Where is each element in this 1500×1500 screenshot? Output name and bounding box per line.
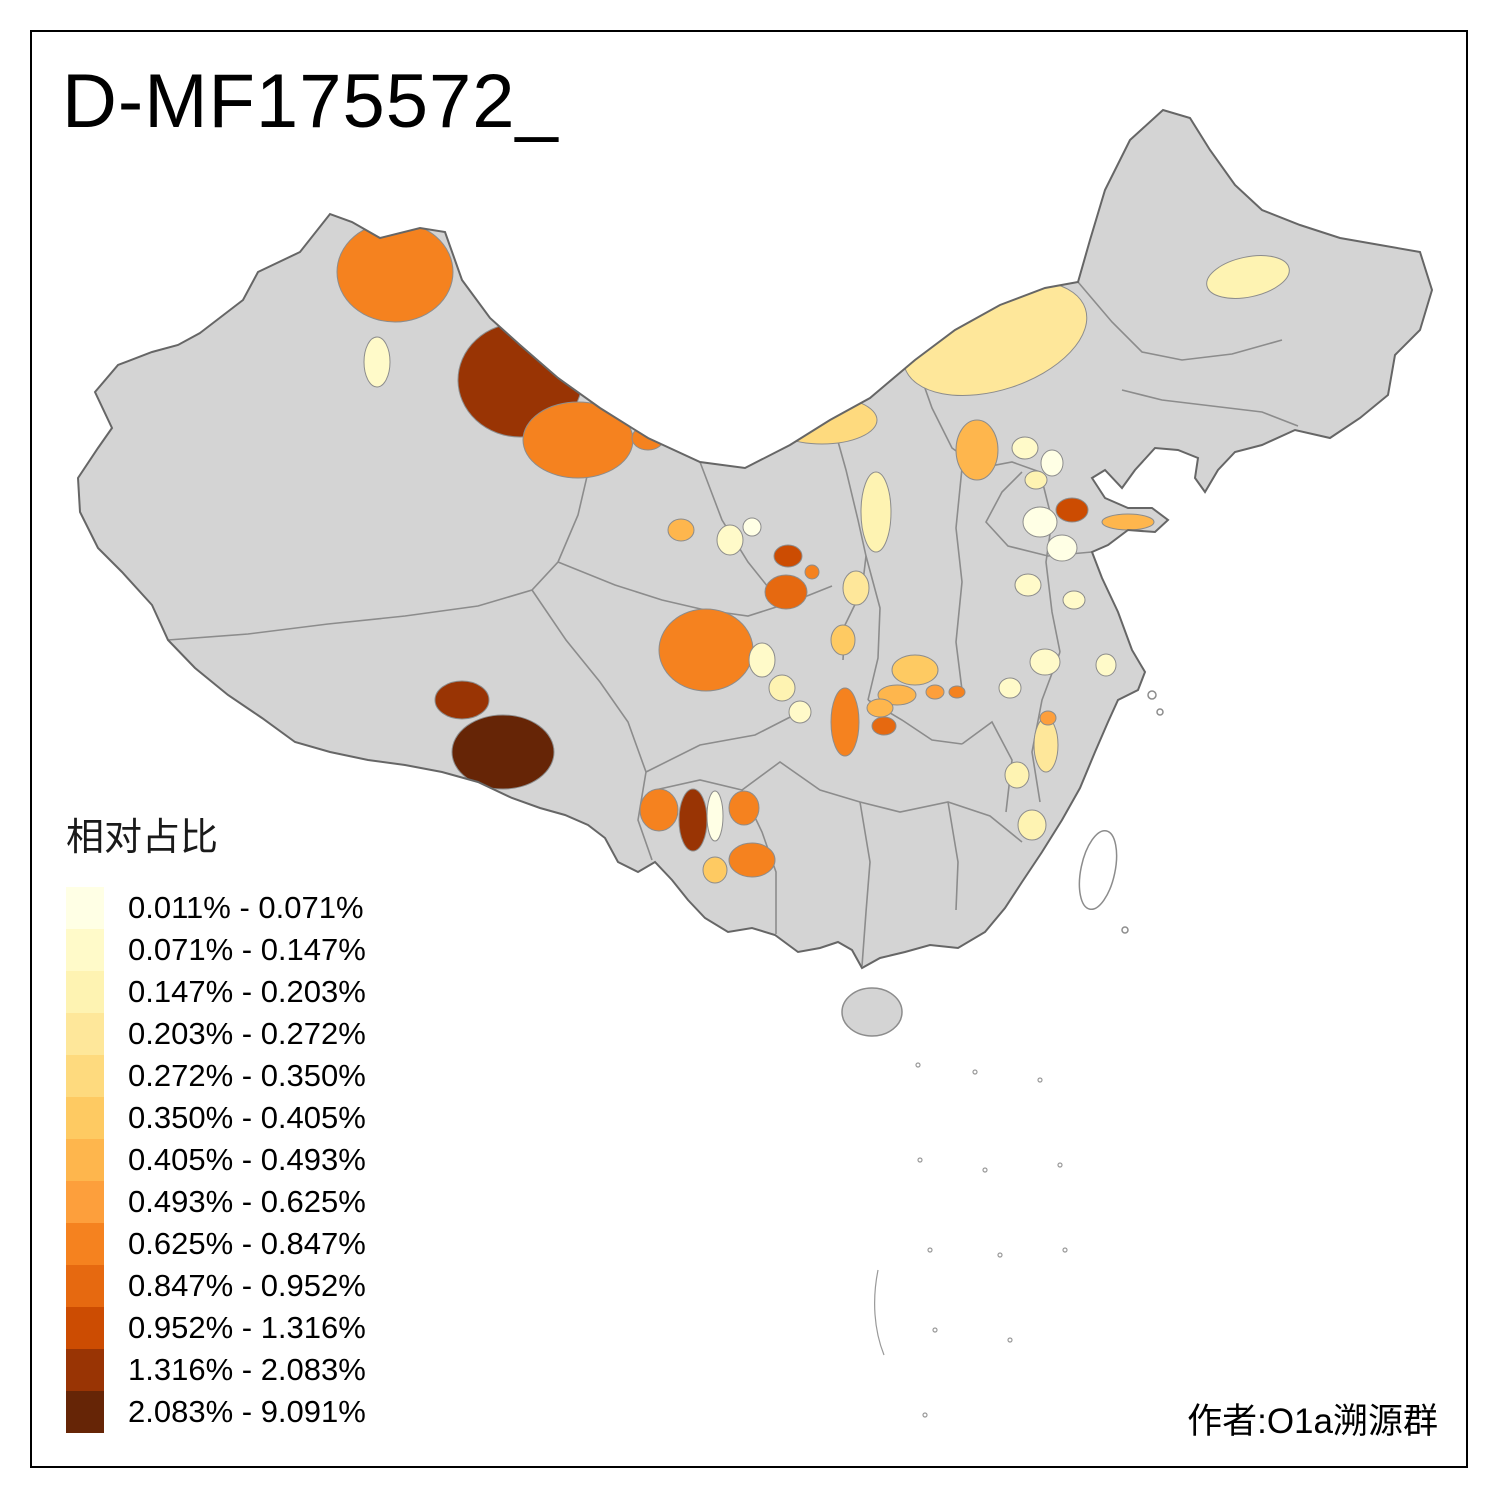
map-region [706, 790, 724, 842]
map-region [1014, 573, 1042, 597]
legend-label: 0.405% - 0.493% [128, 1142, 366, 1177]
map-region [866, 698, 894, 718]
legend-label: 2.083% - 9.091% [128, 1394, 366, 1429]
legend-swatch [66, 1349, 104, 1391]
legend-item: 0.147% - 0.203% [66, 971, 366, 1013]
map-region [451, 714, 555, 790]
china-outline-stroke [76, 108, 1434, 970]
map-region [742, 517, 762, 537]
south-sea-islets [874, 1062, 1068, 1418]
map-region [830, 624, 856, 656]
legend-item: 0.847% - 0.952% [66, 1265, 366, 1307]
map-region [658, 608, 754, 692]
map-region [1029, 648, 1061, 676]
legend-label: 0.493% - 0.625% [128, 1184, 366, 1219]
map-region [716, 524, 744, 556]
map-region [842, 570, 870, 606]
map-region [1095, 653, 1117, 677]
legend-items: 0.011% - 0.071% 0.071% - 0.147% 0.147% - 0… [66, 887, 366, 1433]
map-region [773, 544, 803, 568]
map-region [1062, 590, 1086, 610]
legend-label: 0.011% - 0.071% [128, 890, 364, 925]
map-region [925, 684, 945, 700]
map-region [768, 674, 796, 702]
legend-swatch [66, 1307, 104, 1349]
legend-swatch [66, 887, 104, 929]
legend-label: 0.147% - 0.203% [128, 974, 366, 1009]
map-region [1017, 809, 1047, 841]
map-region [728, 842, 776, 878]
map-region [877, 684, 917, 706]
page-title: D-MF175572_ [62, 59, 559, 144]
legend-swatch [66, 1223, 104, 1265]
legend-item: 0.203% - 0.272% [66, 1013, 366, 1055]
legend-swatch [66, 1055, 104, 1097]
legend-swatch [66, 1265, 104, 1307]
map-region [728, 790, 760, 826]
legend-item: 0.350% - 0.405% [66, 1097, 366, 1139]
legend-swatch [66, 1181, 104, 1223]
legend-item: 0.405% - 0.493% [66, 1139, 366, 1181]
legend-label: 0.272% - 0.350% [128, 1058, 366, 1093]
map-region [1039, 710, 1057, 726]
legend-swatch [66, 929, 104, 971]
map-region [891, 654, 939, 686]
map-region [1011, 436, 1039, 460]
legend: 相对占比 0.011% - 0.071% 0.071% - 0.147% 0.147… [66, 806, 366, 1433]
map-region [955, 419, 999, 481]
map-region [434, 680, 490, 720]
map-region [1004, 761, 1030, 789]
legend-label: 0.071% - 0.147% [128, 932, 366, 967]
legend-swatch [66, 1097, 104, 1139]
legend-item: 0.071% - 0.147% [66, 929, 366, 971]
legend-label: 1.316% - 2.083% [128, 1352, 366, 1387]
map-region [1046, 534, 1078, 562]
map-region [363, 336, 391, 388]
legend-title: 相对占比 [66, 817, 219, 859]
map-region [998, 677, 1022, 699]
legend-swatch [66, 1391, 104, 1433]
islands [841, 690, 1164, 1037]
legend-label: 0.625% - 0.847% [128, 1226, 366, 1261]
map-region [678, 788, 708, 852]
map-region [667, 518, 695, 542]
map-region [1055, 497, 1089, 523]
legend-item: 0.272% - 0.350% [66, 1055, 366, 1097]
map-region [336, 221, 454, 323]
map-region [1040, 449, 1064, 477]
taiwan-island [1078, 829, 1118, 911]
map-region [522, 401, 634, 479]
map-region [804, 564, 820, 580]
map-region [830, 687, 860, 757]
map-region [1024, 470, 1048, 490]
legend-swatch [66, 1139, 104, 1181]
map-region [788, 700, 812, 724]
map-region [1206, 255, 1290, 299]
map-region [871, 716, 897, 736]
map-region [748, 642, 776, 678]
legend-item: 2.083% - 9.091% [66, 1391, 366, 1433]
legend-item: 0.952% - 1.316% [66, 1307, 366, 1349]
legend-item: 0.493% - 0.625% [66, 1181, 366, 1223]
map-region [764, 574, 808, 610]
legend-item: 0.625% - 0.847% [66, 1223, 366, 1265]
map-region [702, 856, 728, 884]
legend-label: 0.952% - 1.316% [128, 1310, 366, 1345]
hainan-island [841, 987, 903, 1037]
map-region [1101, 513, 1155, 531]
map-region [860, 471, 892, 553]
map-region [948, 685, 966, 699]
legend-item: 0.011% - 0.071% [66, 887, 366, 929]
map-region [1022, 506, 1058, 538]
legend-label: 0.350% - 0.405% [128, 1100, 366, 1135]
attribution: 作者:O1a溯源群 [1187, 1402, 1438, 1441]
legend-swatch [66, 971, 104, 1013]
map-region [1033, 717, 1059, 773]
legend-item: 1.316% - 2.083% [66, 1349, 366, 1391]
legend-swatch [66, 1013, 104, 1055]
legend-label: 0.847% - 0.952% [128, 1268, 366, 1303]
legend-label: 0.203% - 0.272% [128, 1016, 366, 1051]
map-region [639, 788, 679, 832]
